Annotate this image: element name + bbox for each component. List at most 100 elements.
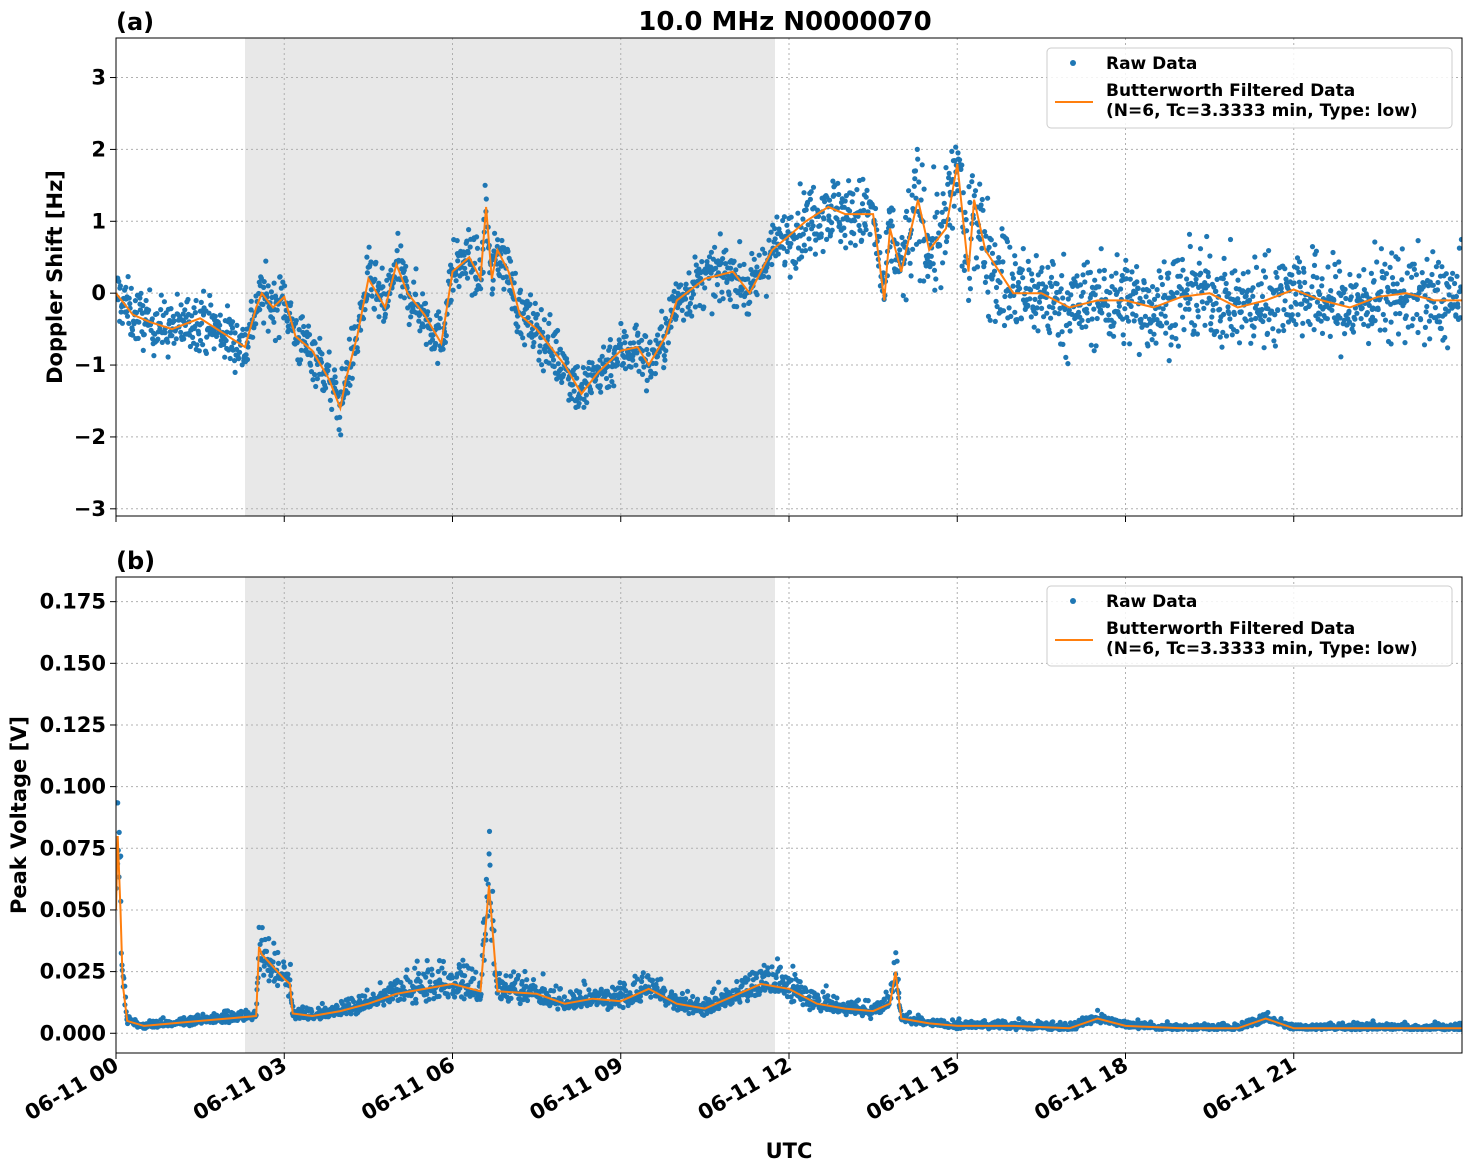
raw-point — [1092, 277, 1098, 283]
raw-point — [1445, 308, 1451, 314]
raw-point — [266, 936, 272, 942]
raw-point — [323, 385, 329, 391]
raw-point — [634, 350, 640, 356]
raw-point — [581, 404, 587, 410]
raw-point — [1085, 317, 1091, 324]
raw-point — [728, 265, 734, 271]
raw-point — [1250, 293, 1256, 299]
raw-point — [974, 264, 981, 270]
raw-point — [427, 979, 433, 985]
raw-point — [954, 181, 960, 188]
raw-point — [723, 247, 729, 253]
raw-point — [1091, 348, 1097, 354]
raw-point — [1010, 275, 1017, 281]
raw-point — [960, 190, 966, 196]
raw-point — [517, 1000, 523, 1007]
raw-point — [1243, 293, 1249, 299]
raw-point — [1043, 284, 1049, 290]
raw-point — [690, 993, 696, 1000]
raw-point — [542, 349, 548, 355]
raw-point — [1225, 304, 1231, 310]
raw-point — [203, 350, 209, 356]
raw-point — [1039, 265, 1045, 271]
raw-point — [1123, 257, 1129, 263]
raw-point — [546, 360, 552, 366]
raw-point — [173, 336, 179, 342]
raw-point — [1280, 322, 1286, 329]
raw-point — [1300, 265, 1307, 271]
raw-point — [1455, 304, 1461, 310]
raw-point — [1210, 307, 1216, 313]
raw-point — [859, 201, 866, 207]
raw-point — [527, 301, 533, 307]
raw-point — [382, 311, 388, 317]
y-tick-label: −2 — [74, 425, 106, 449]
raw-point — [1178, 286, 1184, 292]
raw-point — [679, 990, 686, 997]
raw-point — [805, 222, 811, 228]
raw-point — [1221, 255, 1227, 261]
raw-point — [1365, 323, 1371, 329]
raw-point — [519, 978, 525, 985]
raw-point — [274, 307, 280, 313]
raw-point — [1264, 330, 1271, 336]
raw-point — [1111, 333, 1117, 339]
raw-point — [1352, 316, 1358, 322]
raw-point — [930, 235, 936, 242]
raw-point — [1423, 309, 1429, 315]
raw-point — [774, 214, 780, 220]
raw-point — [1271, 338, 1277, 344]
raw-point — [1127, 341, 1133, 347]
raw-point — [248, 298, 254, 304]
raw-point — [1446, 284, 1452, 290]
raw-point — [661, 365, 667, 371]
raw-point — [1236, 340, 1243, 346]
raw-point — [618, 320, 624, 327]
raw-point — [555, 361, 561, 367]
raw-point — [1245, 269, 1251, 275]
raw-point — [943, 238, 950, 245]
raw-point — [343, 366, 349, 372]
raw-point — [1012, 253, 1018, 259]
raw-point — [299, 314, 305, 320]
raw-point — [275, 960, 282, 967]
raw-point — [1330, 249, 1336, 256]
raw-point — [1195, 314, 1201, 320]
raw-point — [501, 286, 507, 292]
raw-point — [1009, 271, 1015, 277]
raw-point — [574, 364, 581, 370]
raw-point — [512, 270, 519, 276]
raw-point — [158, 292, 164, 298]
raw-point — [712, 293, 718, 299]
raw-point — [720, 256, 726, 262]
raw-point — [1307, 302, 1313, 308]
raw-point — [368, 287, 374, 293]
raw-point — [712, 244, 718, 250]
raw-point — [1056, 311, 1062, 317]
raw-point — [983, 233, 989, 239]
raw-point — [1382, 261, 1388, 267]
raw-point — [636, 368, 642, 374]
raw-point — [147, 287, 153, 293]
raw-point — [1068, 292, 1074, 298]
raw-point — [580, 365, 587, 371]
raw-point — [745, 976, 751, 983]
raw-point — [1050, 305, 1056, 311]
raw-point — [881, 997, 888, 1004]
raw-point — [453, 271, 459, 277]
raw-point — [810, 184, 817, 190]
raw-point — [296, 327, 302, 333]
raw-point — [894, 241, 900, 247]
raw-point — [314, 376, 320, 382]
raw-point — [1187, 296, 1193, 302]
raw-point — [1153, 340, 1159, 346]
raw-point — [1338, 354, 1344, 360]
raw-point — [1432, 305, 1438, 311]
raw-point — [1439, 264, 1445, 270]
raw-point — [1116, 303, 1122, 309]
raw-point — [1236, 300, 1242, 306]
raw-point — [260, 301, 266, 307]
raw-point — [665, 340, 672, 346]
raw-point — [1309, 284, 1315, 290]
raw-point — [567, 391, 573, 397]
